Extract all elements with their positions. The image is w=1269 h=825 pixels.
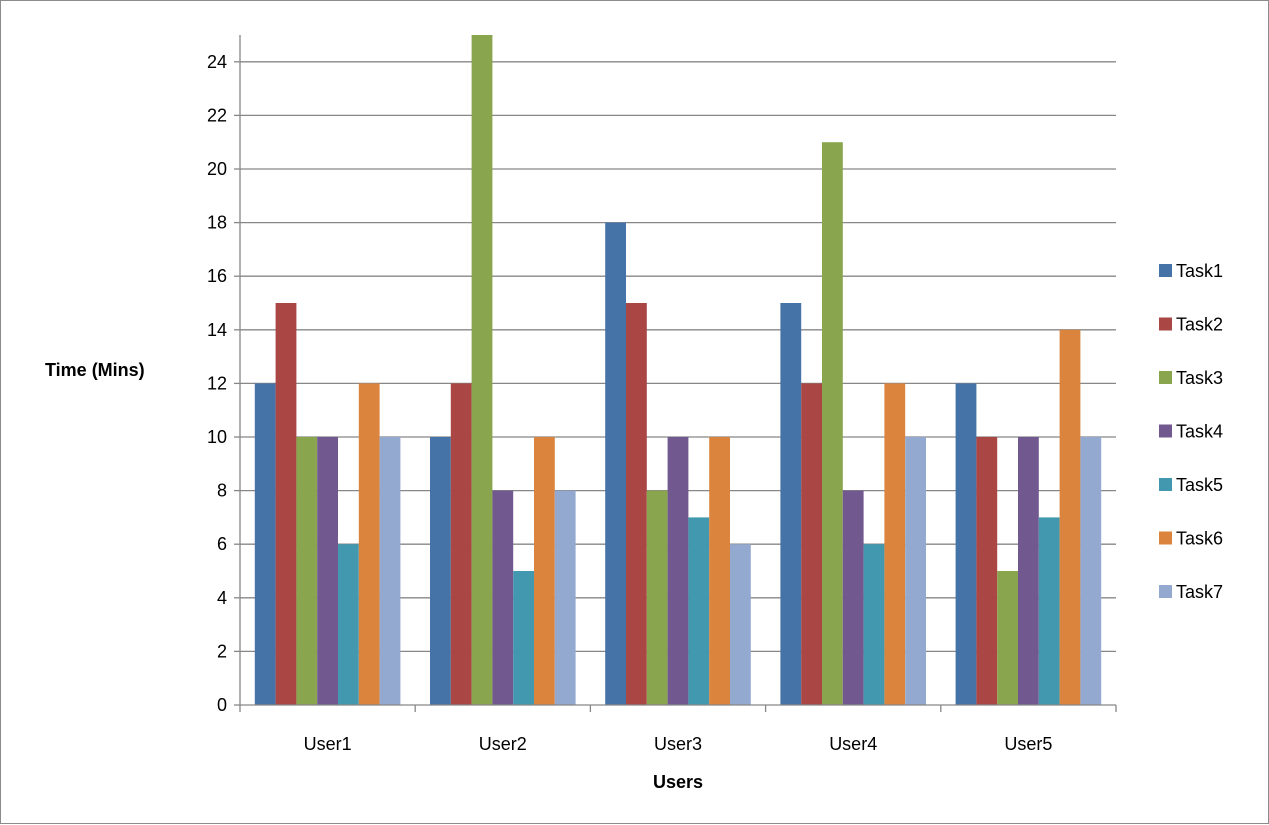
- bar-task1-user3: [605, 222, 626, 705]
- bar-task6-user5: [1059, 329, 1081, 705]
- bar-task3-user1: [296, 437, 318, 705]
- bar-task4-user2: [492, 490, 514, 705]
- legend-label-task6: Task6: [1176, 529, 1223, 549]
- bar-task7-user1: [379, 437, 401, 705]
- bar-task6-user3: [709, 437, 730, 705]
- y-tick-label: 24: [207, 52, 227, 72]
- bar-task4-user4: [842, 490, 864, 705]
- bar-task2-user2: [450, 383, 472, 705]
- bar-task1-user5: [955, 383, 977, 705]
- bar-task7-user4: [905, 437, 926, 705]
- bar-task6-user1: [358, 383, 380, 705]
- x-tick-label: User1: [304, 734, 352, 754]
- bars: [254, 35, 1102, 705]
- bar-task5-user4: [863, 544, 885, 705]
- bar-task4-user5: [1018, 437, 1039, 705]
- bar-task1-user4: [780, 303, 802, 705]
- legend-label-task7: Task7: [1176, 582, 1223, 602]
- x-tick-label: User4: [829, 734, 877, 754]
- legend-swatch-task1: [1159, 264, 1172, 277]
- legend-label-task1: Task1: [1176, 261, 1223, 281]
- axes: [234, 35, 1117, 712]
- x-tick-label: User5: [1004, 734, 1052, 754]
- legend-swatch-task7: [1159, 585, 1172, 598]
- y-axis-title: Time (Mins): [45, 360, 145, 380]
- bar-task1-user2: [430, 437, 451, 705]
- x-tick-label: User3: [654, 734, 702, 754]
- bar-task7-user5: [1080, 437, 1102, 705]
- bar-task6-user2: [534, 437, 555, 705]
- bar-task2-user3: [626, 303, 647, 705]
- legend-label-task2: Task2: [1176, 315, 1223, 335]
- legend-label-task4: Task4: [1176, 422, 1223, 442]
- bar-task5-user5: [1038, 517, 1060, 705]
- legend-swatch-task6: [1159, 531, 1172, 545]
- y-tick-label: 12: [207, 373, 227, 393]
- bar-task7-user3: [730, 544, 751, 705]
- y-tick-label: 10: [207, 427, 227, 447]
- x-axis-title: Users: [653, 772, 703, 792]
- bar-task3-user3: [646, 490, 668, 705]
- legend-label-task3: Task3: [1176, 368, 1223, 388]
- legend-label-task5: Task5: [1176, 475, 1223, 495]
- y-tick-label: 16: [207, 266, 227, 286]
- y-tick-label: 20: [207, 159, 227, 179]
- bar-task6-user4: [884, 383, 906, 705]
- legend-swatch-task5: [1159, 478, 1172, 491]
- y-tick-label: 18: [207, 213, 227, 233]
- x-tick-labels: User1 User2 User3 User4 User5: [304, 734, 1053, 754]
- bar-task5-user2: [513, 571, 534, 705]
- y-tick-label: 6: [217, 534, 227, 554]
- bar-task2-user5: [976, 437, 998, 705]
- bar-task7-user2: [554, 490, 576, 705]
- bar-task2-user4: [801, 383, 822, 705]
- y-tick-label: 8: [217, 481, 227, 501]
- legend-swatch-task3: [1159, 371, 1172, 384]
- y-tick-label: 22: [207, 105, 227, 125]
- bar-task3-user5: [997, 571, 1018, 705]
- legend-swatch-task4: [1159, 424, 1172, 438]
- y-tick-label: 0: [217, 695, 227, 715]
- bar-task3-user4: [822, 142, 843, 705]
- legend: Task1 Task2 Task3 Task4 Task5 Task6 Task7: [1159, 261, 1223, 602]
- y-tick-label: 14: [207, 320, 227, 340]
- bar-task5-user3: [688, 517, 710, 705]
- bar-task4-user1: [317, 437, 338, 705]
- y-tick-label: 2: [217, 641, 227, 661]
- bar-task1-user1: [254, 383, 276, 705]
- bar-task4-user3: [667, 437, 689, 705]
- bar-task3-user2: [471, 35, 493, 705]
- bar-task5-user1: [338, 544, 359, 705]
- legend-swatch-task2: [1159, 317, 1172, 331]
- bar-task2-user1: [275, 303, 297, 705]
- x-tick-label: User2: [479, 734, 527, 754]
- y-tick-label: 4: [217, 588, 227, 608]
